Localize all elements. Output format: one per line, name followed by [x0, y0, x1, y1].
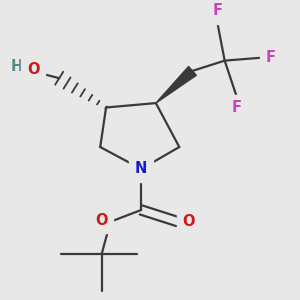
Text: N: N: [135, 161, 147, 176]
Text: O: O: [27, 62, 40, 77]
Text: H: H: [11, 59, 22, 74]
Text: F: F: [231, 100, 242, 115]
Text: O: O: [182, 214, 195, 229]
Text: O: O: [95, 213, 107, 228]
Polygon shape: [156, 67, 196, 103]
Text: F: F: [212, 3, 222, 18]
Text: F: F: [266, 50, 276, 65]
